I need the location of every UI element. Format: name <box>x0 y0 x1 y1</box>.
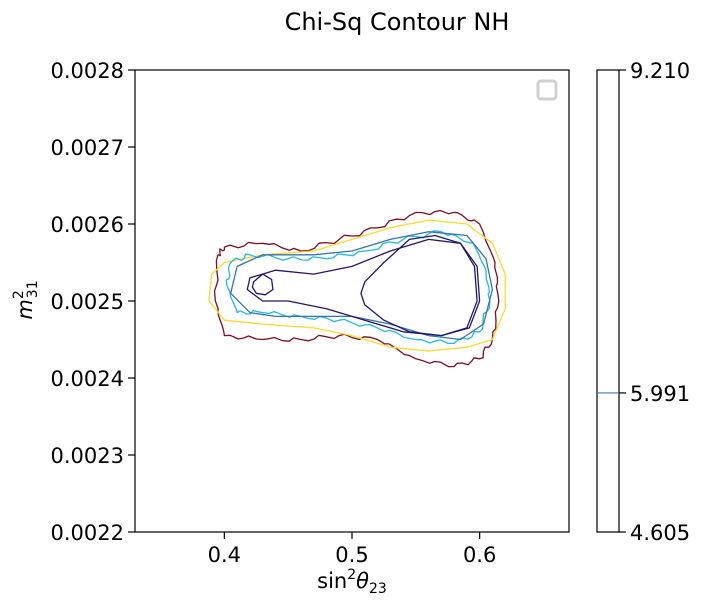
contour-line-6 <box>251 273 274 296</box>
plot-area <box>134 69 570 533</box>
y-tick-label-0: 0.0022 <box>51 521 124 545</box>
y-tick-label-5: 0.0027 <box>51 136 124 160</box>
colorbar-ticks: 9.210 5.991 4.605 <box>619 59 690 545</box>
colorbar: 9.210 5.991 4.605 <box>596 59 690 545</box>
y-tick-label-4: 0.0026 <box>51 213 124 237</box>
y-axis-ticks: 0.0022 0.0023 0.0024 0.0025 0.0026 0.0027 0.00… <box>51 59 135 545</box>
colorbar-tick-label-2: 4.605 <box>630 521 690 545</box>
contour-line-3 <box>230 231 494 341</box>
contour-line-1 <box>208 219 506 352</box>
colorbar-frame <box>596 69 620 533</box>
svg-text:m231: m231 <box>11 280 41 319</box>
x-axis-label: sin2θ23 <box>317 567 387 597</box>
y-axis-label: m231 <box>11 280 41 319</box>
y-tick-label-6: 0.0028 <box>51 59 124 83</box>
colorbar-tick-label-0: 9.210 <box>630 59 690 83</box>
x-tick-label-1: 0.5 <box>335 543 368 567</box>
y-tick-label-2: 0.0024 <box>51 367 124 391</box>
plot-frame <box>134 69 570 533</box>
contour-lines <box>208 209 506 368</box>
legend-box <box>536 79 558 101</box>
x-tick-label-2: 0.6 <box>463 543 496 567</box>
y-tick-label-1: 0.0023 <box>51 444 124 468</box>
y-tick-label-3: 0.0025 <box>51 290 124 314</box>
colorbar-tick-label-1: 5.991 <box>630 382 690 406</box>
chart-title: Chi-Sq Contour NH <box>285 8 510 36</box>
contour-line-4 <box>246 238 481 337</box>
contour-line-5 <box>360 234 478 337</box>
contour-line-2 <box>225 230 491 345</box>
x-tick-label-0: 0.4 <box>208 543 241 567</box>
x-axis-ticks: 0.4 0.5 0.6 <box>208 532 496 567</box>
contour-line-0 <box>213 209 500 368</box>
